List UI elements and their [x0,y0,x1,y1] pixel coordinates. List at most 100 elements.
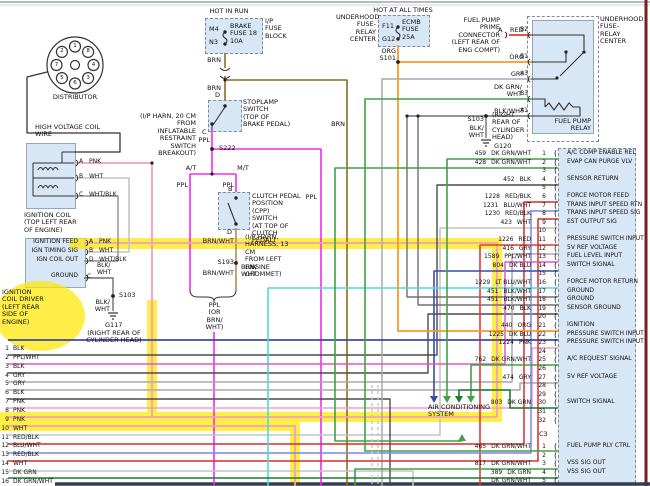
left-wire-color: RED/BLK [13,451,39,459]
pcm-pin-label: PRESSURE SWITCH INPUT [567,235,644,242]
pcm-c2-pin-row: 3 [542,167,546,175]
splice-s101: S101 [379,54,396,62]
distributor-label: DISTRIBUTOR [52,93,98,101]
pcm-pin-label: FUEL LEVEL INPUT [567,252,623,260]
left-wire-color: BLK [13,345,25,352]
left-wire-number: 8 [5,406,9,414]
pcm-c2-pin-row: 474 GRY 27 [502,373,546,381]
left-wire-number: 15 [1,468,9,476]
pcm-c3-pin-row: 2 [542,451,546,459]
left-wire-color: BLK [13,362,25,370]
prime-connector-label: FUEL PUMP PRIME CONNECTOR (LEFT REAR OF … [451,16,500,54]
fuse2-name: ECMB FUSE 25A [402,18,421,41]
left-wire-color: BLK [13,389,25,397]
fuse1-name: BRAKE FUSE 18 10A [230,22,258,45]
pcm-pin-label: 5V REF VOLTAGE [567,243,618,251]
pcm-c2-pin-row: 451 BLK/WHT 18 [487,296,546,304]
left-wire-number: 11 [1,433,9,441]
left-wire-number: 4 [5,371,9,379]
left-wire-color: PNK [13,415,26,423]
fuse1-terminal-bot: N3 [209,38,218,46]
pcm-c2-pin-row: 459 DK GRN/WHT 1 [474,150,546,157]
coil-terminal-letter: A [79,158,84,165]
pcm-c2-pin-row: 1225 DK BLU 22 [488,330,546,338]
pcm-pin-label: SWITCH SIGNAL [567,398,615,406]
driver-terminal-letter: C [87,273,92,280]
relay-pin-name: A3 [520,70,528,77]
splice-s103-right: S103 [467,115,484,123]
left-wire-number: 2 [5,353,9,361]
ignition-coil-label: IGNITION COIL (TOP LEFT REAR OF ENGINE) [24,211,77,234]
left-wire-color: PNK [13,406,26,414]
pcm-connector-box [558,148,636,486]
coil-driver-row: IGNITION FEED [33,238,78,245]
pcm-c2-pin-row: 24 [538,347,546,355]
driver-terminal-color: BLK/ WHT [97,262,112,276]
org-label-1: ORG [381,47,396,55]
pcm-pin-paren: ( [554,415,558,425]
pcm-pin-label: TRANS INPUT SPEED RTN [567,200,643,208]
left-wire-color: DK GRN/WHT [13,477,53,485]
coil-terminal-color: WHT/BLK [89,191,117,198]
pcm-c2-pin-row: 10 [538,227,546,235]
cpp-terminal-d: D [227,228,233,236]
distributor-terminal: 3 [86,74,90,81]
left-wire-number: 5 [5,380,9,388]
left-wire-number: 7 [5,398,9,406]
ignition-coil-box [26,143,76,209]
merge-wire-label: PPL (OR BRN/ WHT) [201,301,228,332]
pcm-pin-label: SENSOR GROUND [567,303,621,311]
pcm-pin-label: SENSOR RETURN [567,174,619,182]
pcm-c2-pin-row: 32 [538,416,546,424]
branch-mt-label: M/T [237,164,249,172]
relay-pin-name: A1 [520,107,528,114]
relay-pin-name: B3 [520,90,528,97]
left-wire-number: 12 [1,442,9,450]
coil-driver-note: IGNITION COIL DRIVER (LEFT REAR SIDE OF … [2,288,44,326]
left-wire-color: PNK [13,398,26,406]
pcm-pin-label: FUEL PUMP RLY CTRL [567,442,631,449]
stoplamp-terminal-c: C [202,128,207,136]
pcm-c2-pin-row: 440 ORG 21 [501,322,546,329]
pcm-pin-label: A/C REQUEST SIGNAL [567,355,632,363]
left-wire-number: 10 [1,424,9,432]
pcm-c2-pin-row: 31 [538,408,546,415]
pcm-c2-pin-row: 15 [538,270,546,278]
left-wire-color: RED/BLK [13,433,39,441]
left-wire-number: 14 [1,460,9,468]
pcm-c3-pin-row: 817 DK GRN/WHT 3 [474,460,546,468]
coil-terminal-letter: C [79,191,84,198]
fuel-pump-relay-label: FUEL PUMP RELAY [554,117,592,133]
coil-driver-row: IGN TIMING SIG [31,247,78,254]
ppl-label-2: PPL [176,181,188,189]
driver-terminal-color: PNK [99,238,112,245]
pcm-c2-pin-row: 762 DK GRN/WHT 25 [474,356,546,364]
blkwht-left-label: BLK/ WHT [94,298,110,314]
hot-at-all-times-label: HOT AT ALL TIMES [373,6,433,14]
pcm-pin-label: VSS SIG OUT [567,459,606,467]
pcm-pin-label: EVAP CAN PURGE VLV [567,157,633,165]
ip-fuse-block-label: I/P FUSE BLOCK [265,17,287,40]
stoplamp-switch-box [208,100,242,132]
pcm-c2-pin-row: 452 BLK 4 [503,175,546,183]
pcm-pin-paren: ( [554,476,558,486]
pcm-pin-label: PRESSURE SWITCH INPUT [567,329,644,337]
left-wire-number: 9 [5,415,9,423]
pcm-pin-label: FORCE MOTOR RETURN [567,278,638,285]
pcm-pin-label: TRANS INPUT SPEED SIG [567,209,641,217]
ip-harn-20-note: (I/P HARN, 20 CM FROM INFLATABLE RESTRAI… [140,112,196,158]
ecmb-fuse-box [378,15,430,47]
distributor-terminal: 5 [60,74,64,81]
pcm-c2-pin-row: 451 BLK/WHT 17 [487,287,546,295]
right-ground-note: (RIGHT REAR OF CYLINDER HEAD) [492,111,525,142]
pcm-c2-pin-row: 804 DK BLU 14 [492,261,546,269]
brn-label-1: BRN [207,56,221,64]
hv-coil-wire-label: HIGH VOLTAGE COIL WIRE [35,123,101,139]
distributor-terminal: 8 [86,48,90,55]
pcm-c2-pin-row: 428 DK GRN/WHT 2 [474,158,546,166]
brnwht-label-2: BRN/WHT [202,269,234,277]
splice-s193: S193 [217,258,234,266]
relay-pin-name: B1 [520,53,528,60]
pcm-pin-label: PRESSURE SWITCH INPUT [567,338,644,346]
